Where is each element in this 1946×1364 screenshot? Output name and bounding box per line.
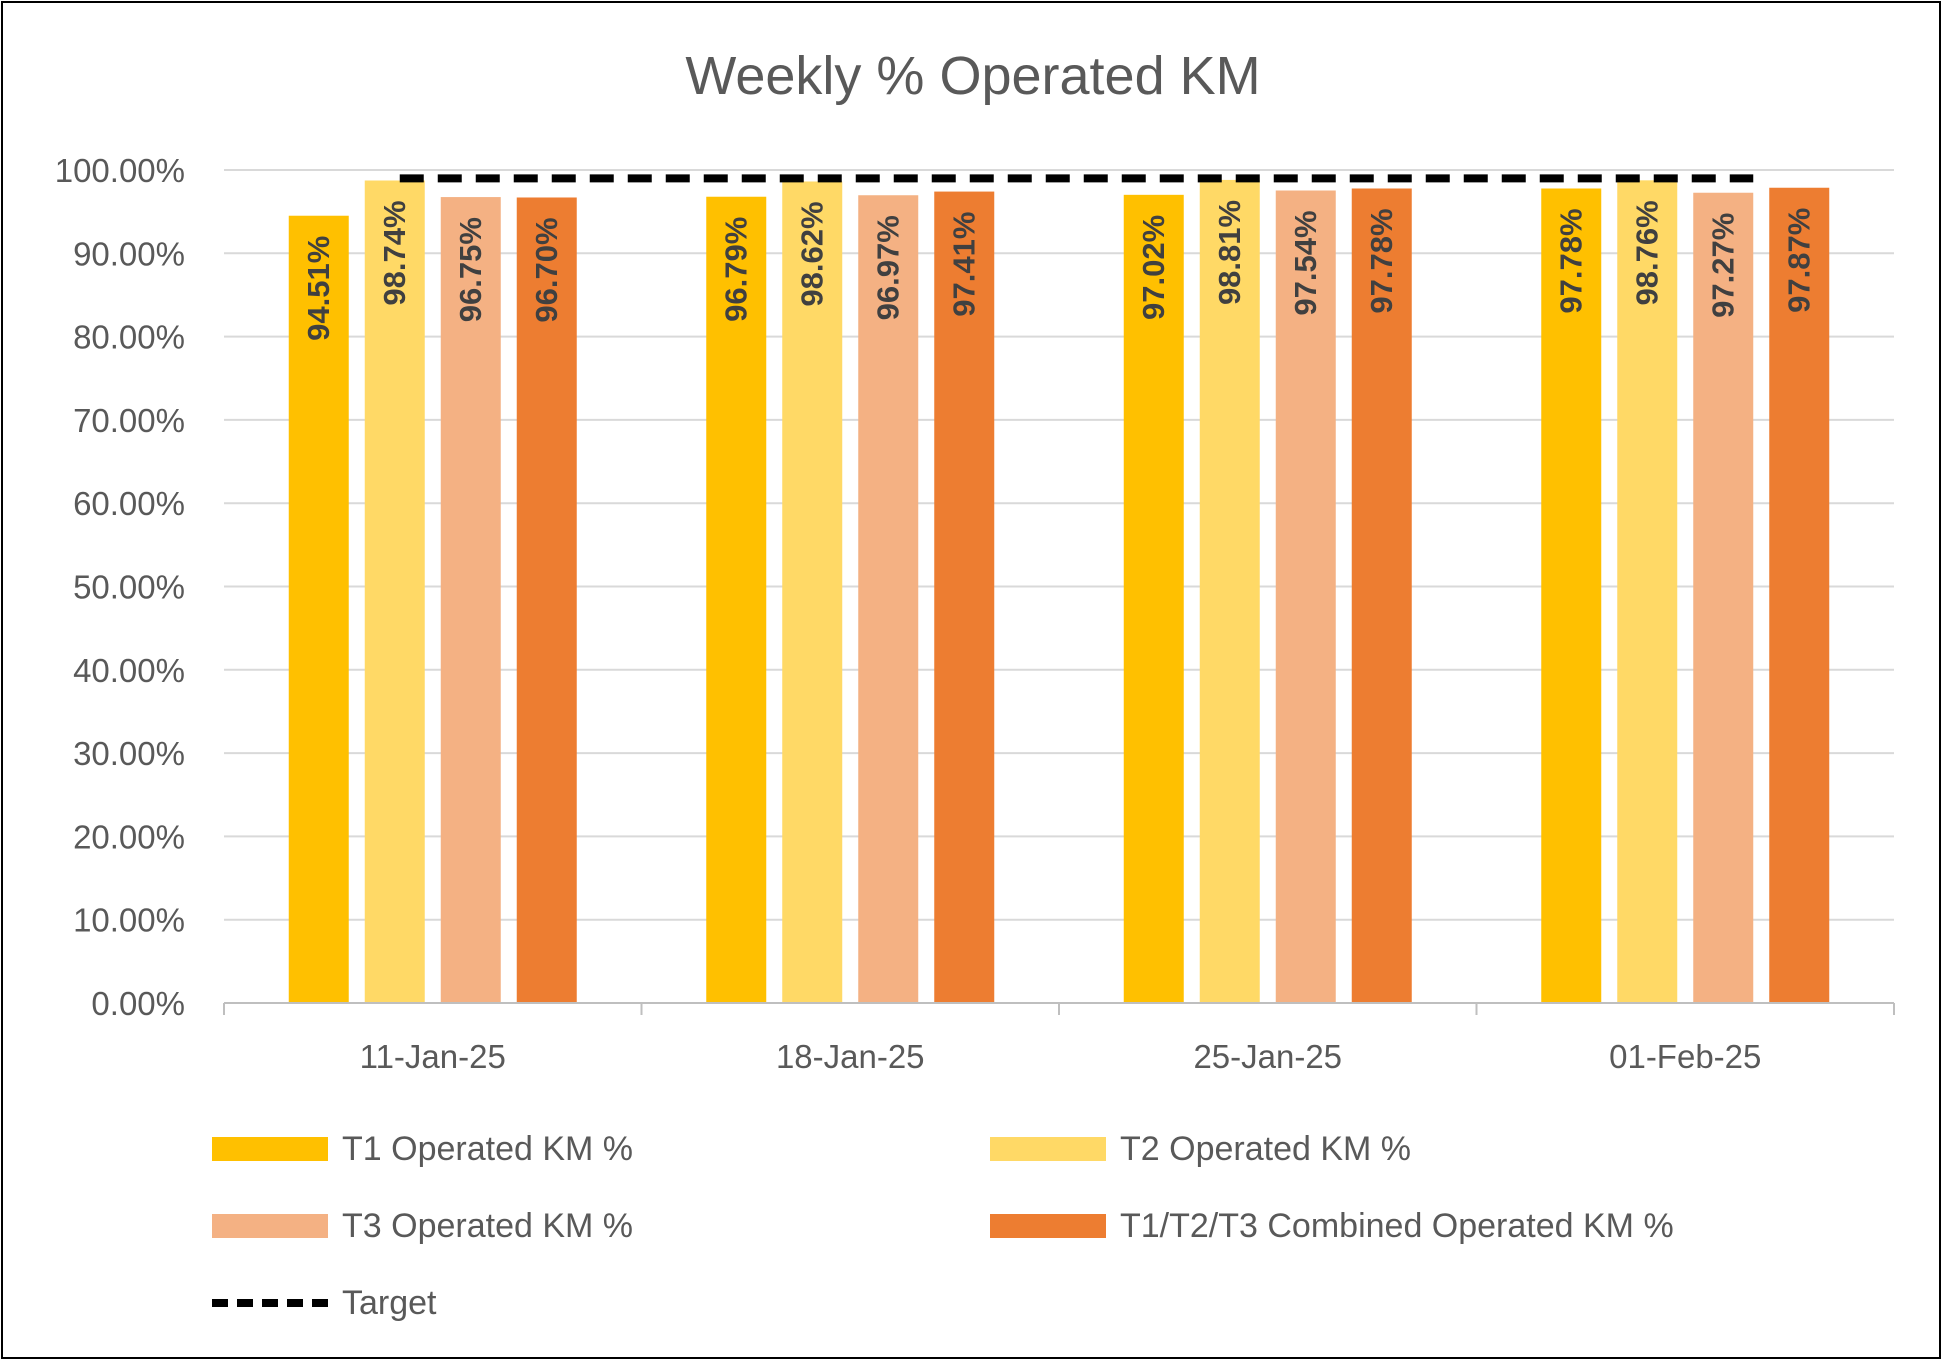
data-label: 97.02%: [1136, 215, 1171, 320]
data-label: 98.62%: [795, 201, 830, 306]
data-label: 97.87%: [1782, 208, 1817, 313]
data-label: 97.78%: [1364, 208, 1399, 313]
y-tick-label: 0.00%: [91, 985, 185, 1022]
data-label: 98.74%: [377, 200, 412, 305]
gridlines: [224, 169, 1894, 921]
chart-title: Weekly % Operated KM: [685, 46, 1260, 106]
bar: [1351, 188, 1412, 1003]
x-tick-label: 01-Feb-25: [1609, 1038, 1761, 1075]
data-label: 96.97%: [871, 215, 906, 320]
bar: [1199, 179, 1260, 1003]
bar: [1693, 192, 1754, 1003]
y-tick-label: 90.00%: [73, 235, 185, 272]
y-tick-label: 60.00%: [73, 485, 185, 522]
y-tick-label: 70.00%: [73, 402, 185, 439]
data-label: 96.75%: [453, 217, 488, 322]
data-label: 96.70%: [529, 217, 564, 322]
y-tick-label: 100.00%: [55, 152, 185, 189]
bar: [288, 215, 349, 1004]
bar: [858, 195, 919, 1004]
bar: [516, 197, 577, 1003]
bars: 94.51% 98.74% 96.75% 96.70% 96.79% 98.62% 96.9…: [288, 179, 1830, 1004]
y-tick-label: 20.00%: [73, 818, 185, 855]
bar: [706, 196, 767, 1003]
x-axis: 11-Jan-25 18-Jan-25 25-Jan-25 01-Feb-25: [223, 1002, 1895, 1075]
x-tick-label: 25-Jan-25: [1193, 1038, 1342, 1075]
bar: [782, 181, 843, 1003]
bar: [1541, 188, 1602, 1003]
x-tick-label: 11-Jan-25: [360, 1038, 506, 1075]
data-label: 97.78%: [1554, 208, 1589, 313]
data-label: 97.54%: [1288, 210, 1323, 315]
data-label: 96.79%: [719, 217, 754, 322]
y-tick-label: 50.00%: [73, 569, 185, 606]
data-label: 98.81%: [1212, 200, 1247, 305]
bar: [1617, 180, 1678, 1003]
y-tick-label: 80.00%: [73, 319, 185, 356]
y-tick-label: 40.00%: [73, 652, 185, 689]
y-tick-label: 30.00%: [73, 735, 185, 772]
data-label: 97.27%: [1706, 213, 1741, 318]
bar: [1769, 187, 1830, 1003]
y-tick-label: 10.00%: [73, 902, 185, 939]
bar: [934, 191, 995, 1003]
x-tick-label: 18-Jan-25: [776, 1038, 925, 1075]
bar: [1275, 190, 1336, 1003]
data-label: 98.76%: [1630, 200, 1665, 305]
data-label: 97.41%: [947, 212, 982, 317]
data-label: 94.51%: [301, 236, 336, 341]
bar: [440, 197, 501, 1003]
bar: [1123, 194, 1184, 1004]
y-axis-ticks: 0.00% 10.00% 20.00% 30.00% 40.00% 50.00% 60.00…: [55, 152, 185, 1022]
bar: [364, 180, 425, 1004]
